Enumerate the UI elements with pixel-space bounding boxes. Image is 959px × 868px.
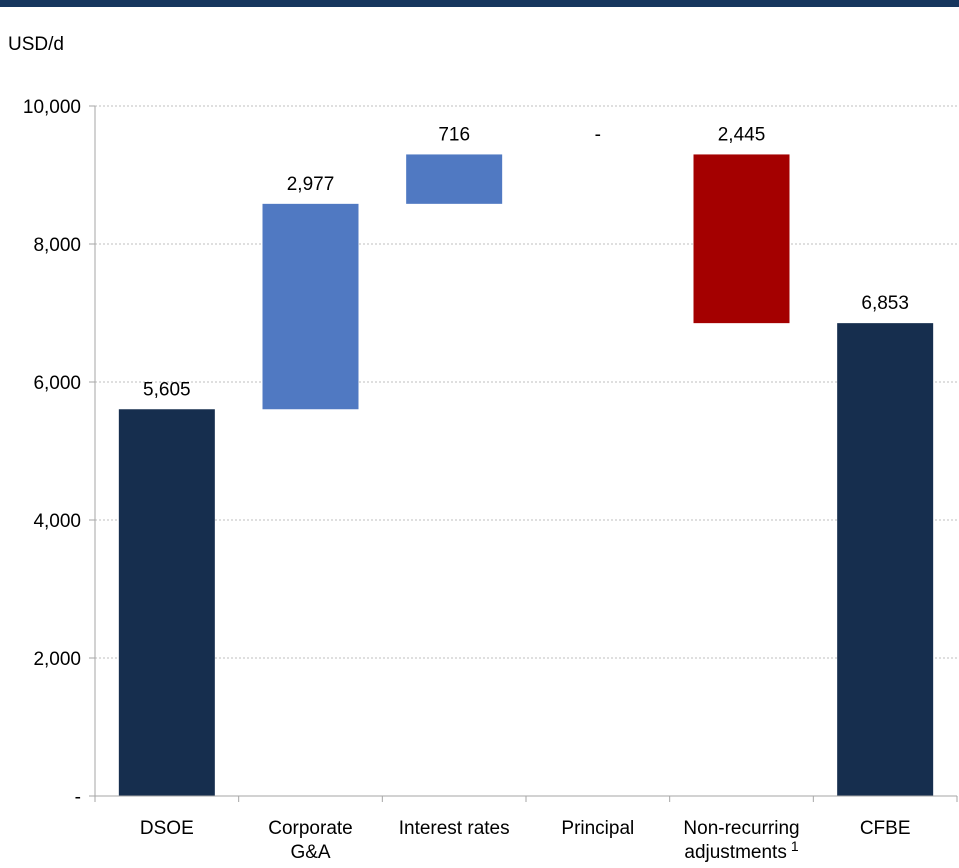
y-tick-label: 8,000: [33, 235, 81, 256]
footnote-marker: 1: [791, 838, 799, 854]
bar-value-label: -: [595, 124, 601, 145]
bar-increase: [406, 154, 503, 204]
x-tick-label: Non-recurring: [683, 818, 799, 839]
bar-value-label: 716: [438, 124, 470, 145]
x-tick-label: Corporate: [268, 818, 353, 839]
gridlines: [95, 105, 957, 659]
bar-decrease: [693, 154, 790, 324]
labels-group: - 2,000 4,000 6,000 8,000 10,000 5,605 DSOE 2,97…: [23, 97, 911, 863]
axes-group: [89, 105, 958, 802]
y-tick-label: 10,000: [23, 97, 81, 118]
top-banner: [0, 0, 959, 7]
bar-value-label: 5,605: [143, 379, 191, 400]
x-tick-label: DSOE: [140, 818, 194, 839]
y-tick-label: -: [75, 787, 81, 808]
x-tick-label: G&A: [290, 842, 330, 863]
y-tick-label: 6,000: [33, 373, 81, 394]
bar-value-label: 2,977: [287, 174, 335, 195]
bar-total: [837, 323, 934, 796]
bars-group: [118, 154, 934, 796]
y-axis-unit-label: USD/d: [8, 34, 64, 55]
y-tick-label: 2,000: [33, 649, 81, 670]
x-tick-label: Principal: [561, 818, 634, 839]
bar-value-label: 2,445: [718, 124, 766, 145]
bar-value-label: 6,853: [861, 293, 909, 314]
x-tick-label: Interest rates: [399, 818, 510, 839]
x-tick-label: adjustments 1: [684, 838, 798, 863]
bar-total: [118, 409, 215, 796]
bar-increase: [262, 203, 359, 410]
x-tick-label: CFBE: [860, 818, 911, 839]
y-tick-label: 4,000: [33, 511, 81, 532]
